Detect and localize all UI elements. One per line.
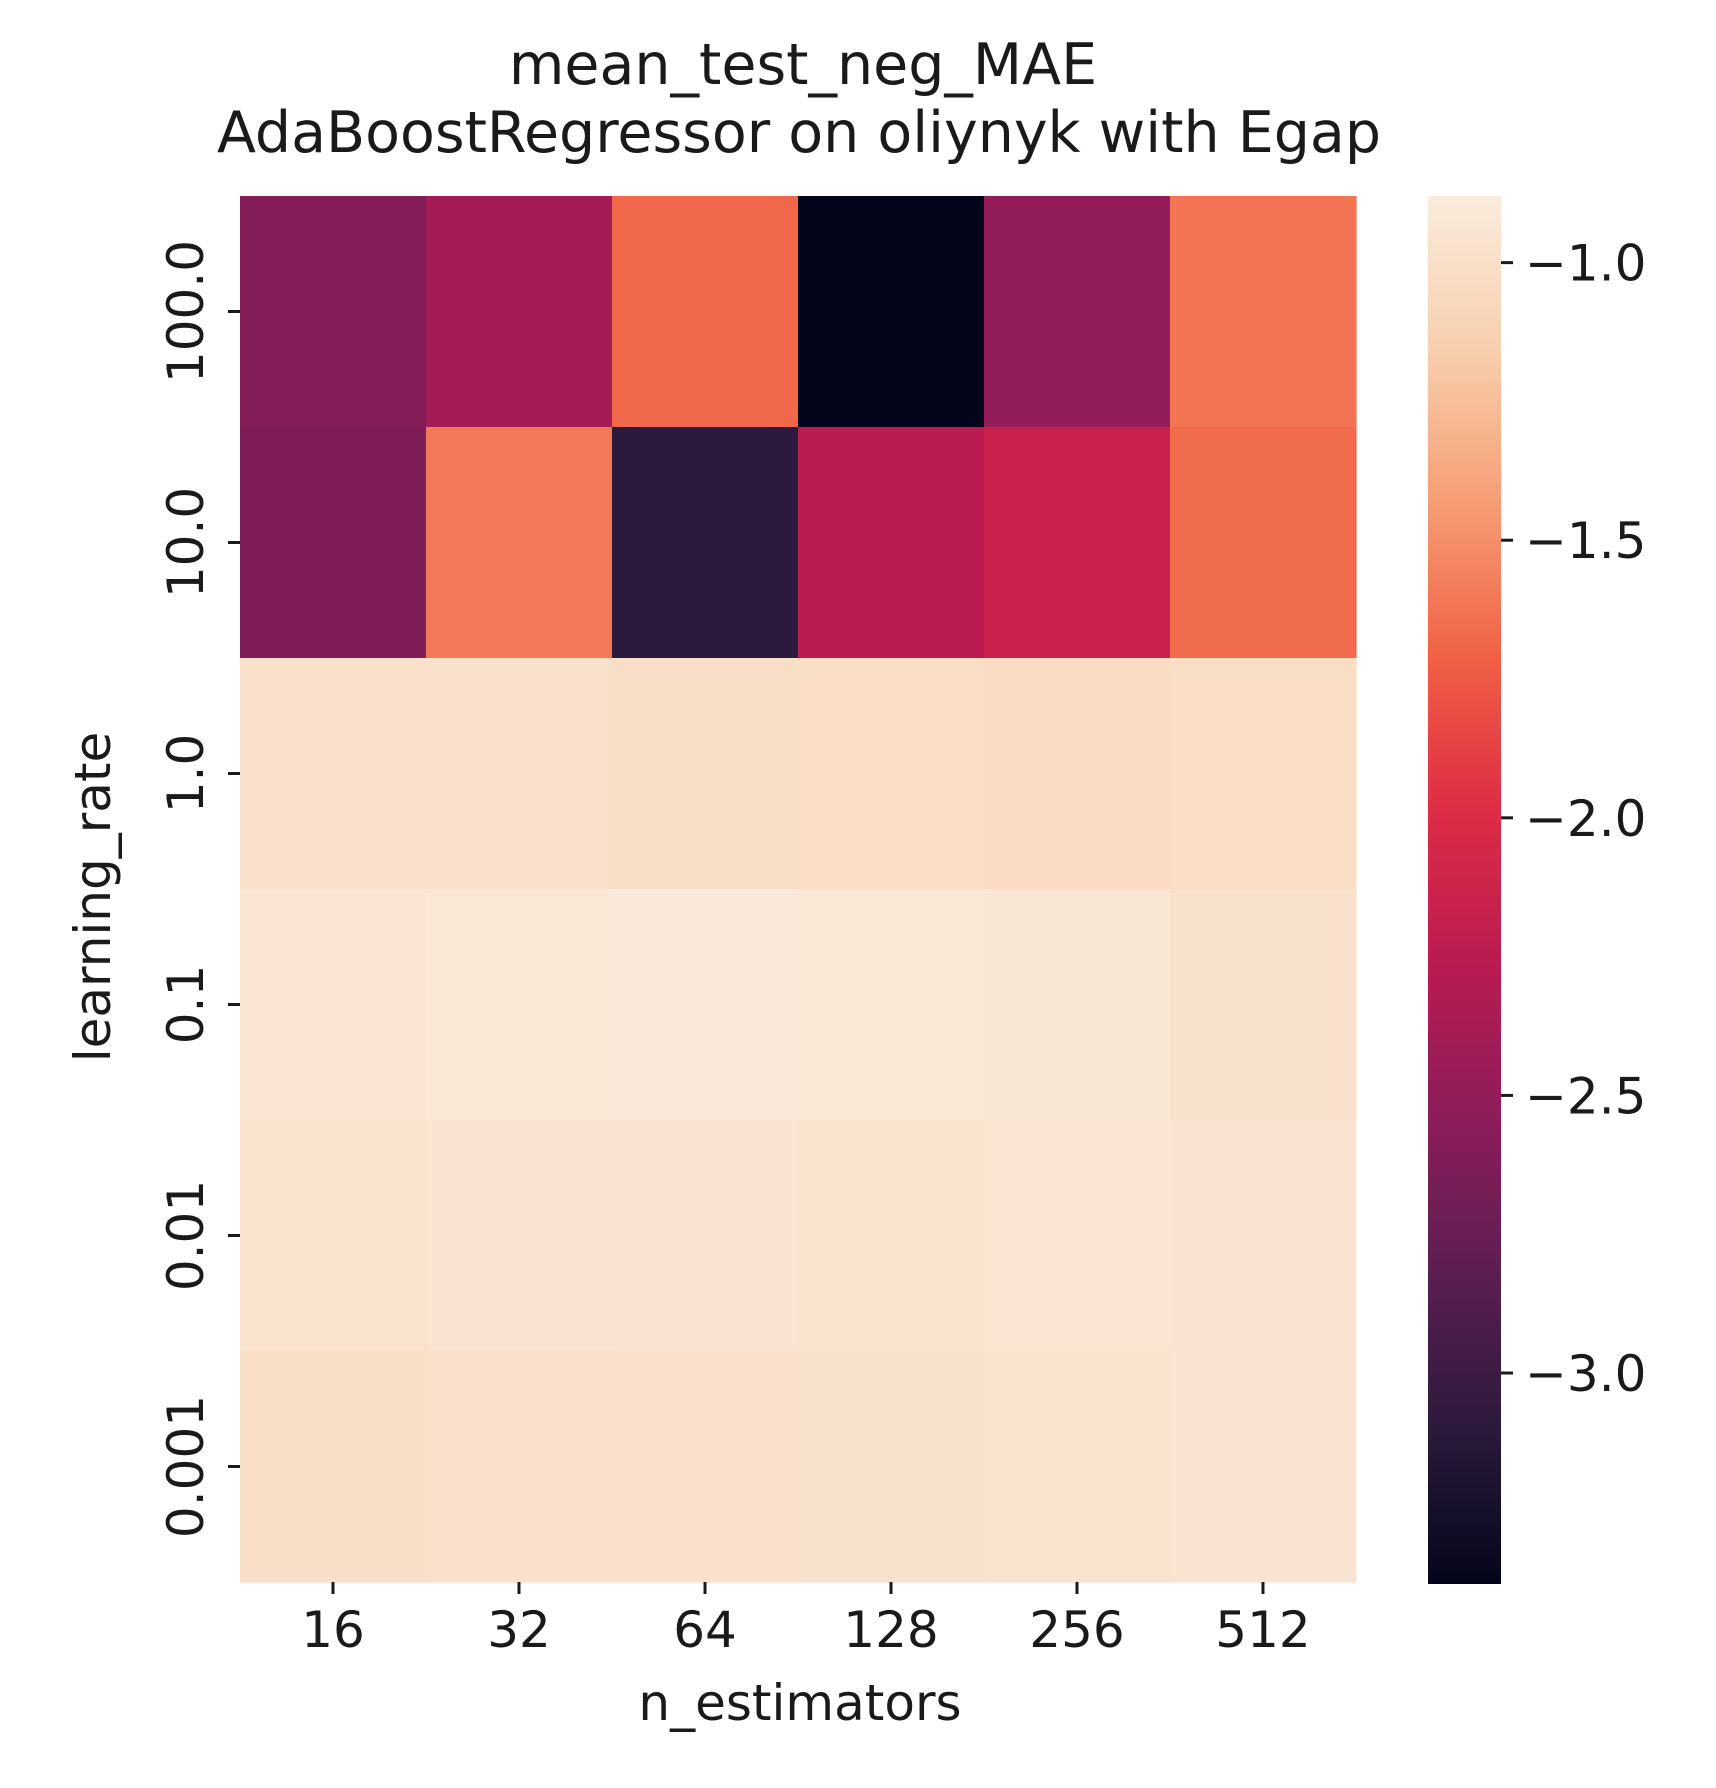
heatmap-cell <box>426 196 613 428</box>
heatmap-cell <box>1170 427 1357 659</box>
heatmap-cell <box>240 1351 427 1583</box>
heatmap-cell <box>240 1120 427 1352</box>
heatmap-cell <box>426 658 613 890</box>
heatmap-cell <box>240 427 427 659</box>
heatmap-cell <box>984 1120 1171 1352</box>
heatmap-cell <box>612 1351 799 1583</box>
x-tick-label: 256 <box>1029 1601 1124 1659</box>
heatmap-cell <box>426 427 613 659</box>
heatmap-cell <box>612 658 799 890</box>
y-tick-label: 0.01 <box>157 1180 215 1291</box>
x-tick-label: 64 <box>673 1601 737 1659</box>
y-tick-label: 1.0 <box>157 734 215 814</box>
heatmap-cell <box>798 1351 985 1583</box>
y-tick-label: 100.0 <box>157 240 215 383</box>
x-tick-label: 512 <box>1215 1601 1310 1659</box>
heatmap-cell <box>240 196 427 428</box>
heatmap-cell <box>798 196 985 428</box>
colorbar-ticks: −1.0 −1.5 −2.0 −2.5 −3.0 <box>1501 235 1646 1403</box>
heatmap-cell <box>426 889 613 1121</box>
heatmap-cell <box>1170 889 1357 1121</box>
heatmap-cell <box>1170 1351 1357 1583</box>
heatmap-cell <box>984 658 1171 890</box>
colorbar-tick-label: −1.0 <box>1525 235 1646 293</box>
heatmap-cell <box>984 427 1171 659</box>
heatmap-cell <box>240 658 427 890</box>
heatmap-cell <box>1170 1120 1357 1352</box>
y-tick-label: 0.1 <box>157 965 215 1045</box>
heatmap-cell <box>612 1120 799 1352</box>
y-axis-label: learning_rate <box>64 732 122 1063</box>
x-tick-label: 16 <box>301 1601 365 1659</box>
heatmap-cell <box>984 1351 1171 1583</box>
heatmap-cell <box>798 889 985 1121</box>
heatmap-cell <box>984 196 1171 428</box>
heatmap-cell <box>798 427 985 659</box>
x-axis: 16 32 64 128 256 512 <box>301 1582 1311 1659</box>
colorbar-tick-label: −3.0 <box>1525 1345 1646 1403</box>
chart-title-line-1: mean_test_neg_MAE <box>509 32 1097 98</box>
colorbar-tick-label: −2.0 <box>1525 790 1646 848</box>
heatmap-cell <box>798 658 985 890</box>
y-tick-label: 10.0 <box>157 487 215 598</box>
heatmap-cell <box>612 196 799 428</box>
colorbar-tick-label: −2.5 <box>1525 1067 1646 1125</box>
x-axis-label: n_estimators <box>638 1674 961 1732</box>
y-axis: 100.0 10.0 1.0 0.1 0.01 0.001 <box>157 240 240 1538</box>
colorbar-tick-label: −1.5 <box>1525 512 1646 570</box>
heatmap-cell <box>1170 196 1357 428</box>
colorbar <box>1428 196 1501 1584</box>
y-tick-label: 0.001 <box>157 1395 215 1538</box>
heatmap-cell <box>984 889 1171 1121</box>
x-tick-label: 128 <box>843 1601 938 1659</box>
heatmap-cell <box>426 1351 613 1583</box>
heatmap-cell <box>612 427 799 659</box>
heatmap-cell <box>240 889 427 1121</box>
heatmap-cell <box>426 1120 613 1352</box>
heatmap-cells <box>240 196 1357 1583</box>
heatmap-cell <box>1170 658 1357 890</box>
heatmap-cell <box>798 1120 985 1352</box>
chart-title-line-2: AdaBoostRegressor on oliynyk with Egap <box>217 100 1381 166</box>
x-tick-label: 32 <box>487 1601 551 1659</box>
heatmap-cell <box>612 889 799 1121</box>
